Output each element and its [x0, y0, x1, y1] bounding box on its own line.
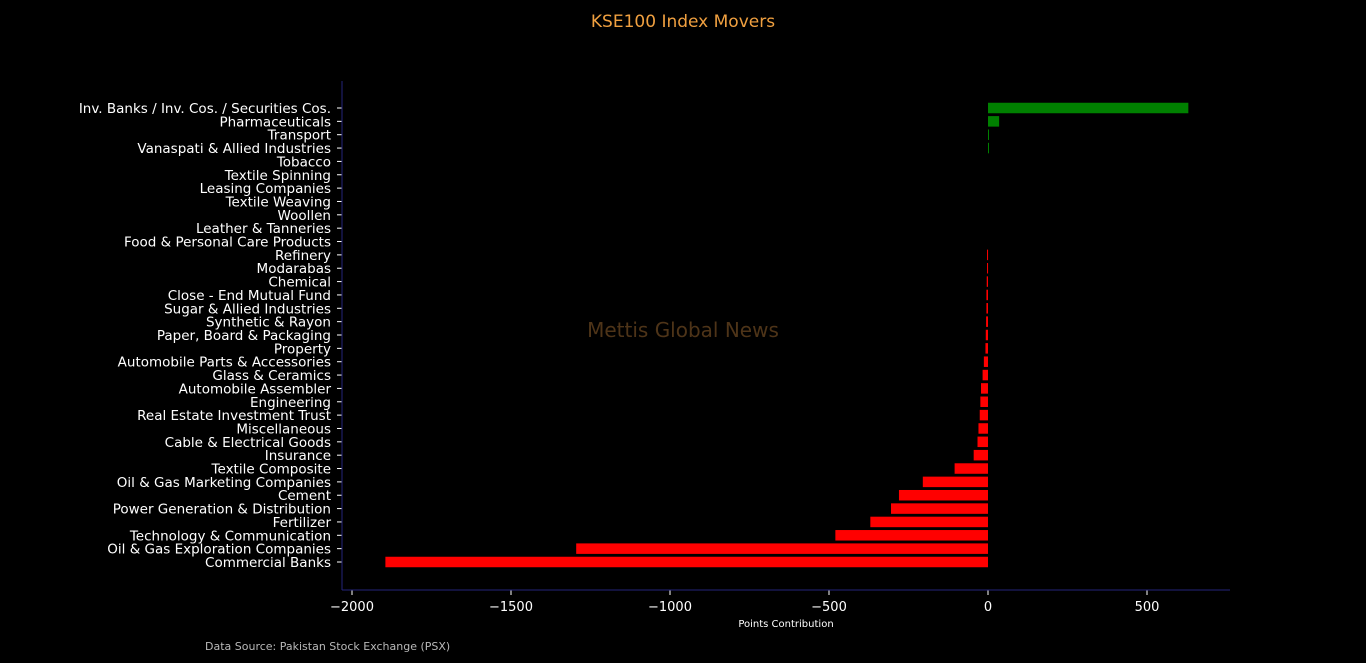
- bar: [891, 503, 988, 514]
- category-label: Leasing Companies: [200, 181, 331, 197]
- bar: [835, 530, 988, 541]
- category-label: Leather & Tanneries: [196, 221, 331, 237]
- x-tick-label: −1500: [489, 600, 533, 615]
- data-source-note: Data Source: Pakistan Stock Exchange (PS…: [205, 640, 450, 653]
- bar: [979, 409, 988, 421]
- x-tick-label: −500: [811, 600, 847, 615]
- category-label: Woollen: [278, 208, 331, 224]
- category-label: Modarabas: [257, 261, 331, 277]
- category-label: Cable & Electrical Goods: [165, 435, 331, 451]
- category-label: Vanaspati & Allied Industries: [137, 141, 331, 157]
- category-label: Oil & Gas Marketing Companies: [117, 475, 331, 491]
- x-tick-label: 0: [984, 600, 992, 615]
- bar: [988, 142, 989, 154]
- category-label: Fertilizer: [273, 515, 332, 531]
- category-label: Power Generation & Distribution: [113, 502, 331, 518]
- category-label: Textile Weaving: [225, 194, 331, 210]
- bar: [986, 289, 988, 301]
- bar: [870, 516, 988, 528]
- bar: [980, 396, 988, 408]
- x-tick-label: −1000: [648, 600, 692, 615]
- category-label: Synthetic & Rayon: [206, 315, 331, 331]
- category-label: Sugar & Allied Industries: [164, 301, 331, 317]
- bar: [922, 476, 988, 488]
- category-label: Textile Spinning: [224, 168, 331, 184]
- category-label: Property: [274, 341, 331, 357]
- bar: [986, 276, 988, 287]
- category-label: Cement: [278, 488, 331, 504]
- watermark-text: Mettis Global News: [587, 318, 779, 342]
- category-label: Food & Personal Care Products: [124, 235, 331, 251]
- bar: [978, 423, 988, 434]
- x-tick-label: −2000: [330, 600, 374, 615]
- bar: [977, 436, 988, 448]
- category-label: Oil & Gas Exploration Companies: [107, 542, 331, 558]
- bar: [576, 543, 988, 554]
- category-label: Pharmaceuticals: [219, 114, 331, 130]
- bar: [954, 463, 988, 474]
- category-label: Chemical: [268, 275, 331, 291]
- bar: [986, 316, 988, 327]
- bar: [988, 129, 989, 140]
- category-label: Transport: [267, 128, 331, 144]
- bar: [988, 102, 1189, 114]
- bar: [985, 343, 988, 354]
- bar: [987, 249, 989, 261]
- bar: [981, 383, 988, 394]
- bar: [985, 329, 988, 341]
- bar: [983, 356, 988, 367]
- bar: [988, 116, 1000, 127]
- chart-title: KSE100 Index Movers: [591, 12, 775, 32]
- category-label: Tobacco: [276, 154, 331, 170]
- category-label: Glass & Ceramics: [212, 368, 331, 384]
- category-label: Insurance: [265, 448, 331, 464]
- category-label: Automobile Assembler: [179, 381, 332, 397]
- category-label: Engineering: [250, 395, 331, 411]
- x-axis-ticks: −2000 −1500 −1000 −500 0 500: [330, 590, 1159, 615]
- category-labels: Inv. Banks / Inv. Cos. / Securities Cos.…: [79, 101, 342, 571]
- category-label: Refinery: [275, 248, 331, 264]
- bar: [973, 449, 988, 461]
- category-label: Automobile Parts & Accessories: [118, 355, 331, 371]
- bar: [986, 303, 988, 314]
- bar: [987, 262, 989, 274]
- category-label: Textile Composite: [211, 462, 331, 478]
- bars-group: [385, 102, 1189, 568]
- bar: [385, 556, 988, 568]
- bar: [982, 369, 988, 381]
- category-label: Close - End Mutual Fund: [168, 288, 331, 304]
- category-label: Commercial Banks: [205, 555, 331, 571]
- category-label: Paper, Board & Packaging: [157, 328, 331, 344]
- category-label: Technology & Communication: [129, 528, 331, 544]
- category-label: Inv. Banks / Inv. Cos. / Securities Cos.: [79, 101, 331, 117]
- x-tick-label: 500: [1135, 600, 1160, 615]
- bar: [898, 489, 988, 501]
- category-label: Real Estate Investment Trust: [137, 408, 331, 424]
- category-label: Miscellaneous: [236, 421, 331, 437]
- x-axis-label: Points Contribution: [738, 619, 833, 630]
